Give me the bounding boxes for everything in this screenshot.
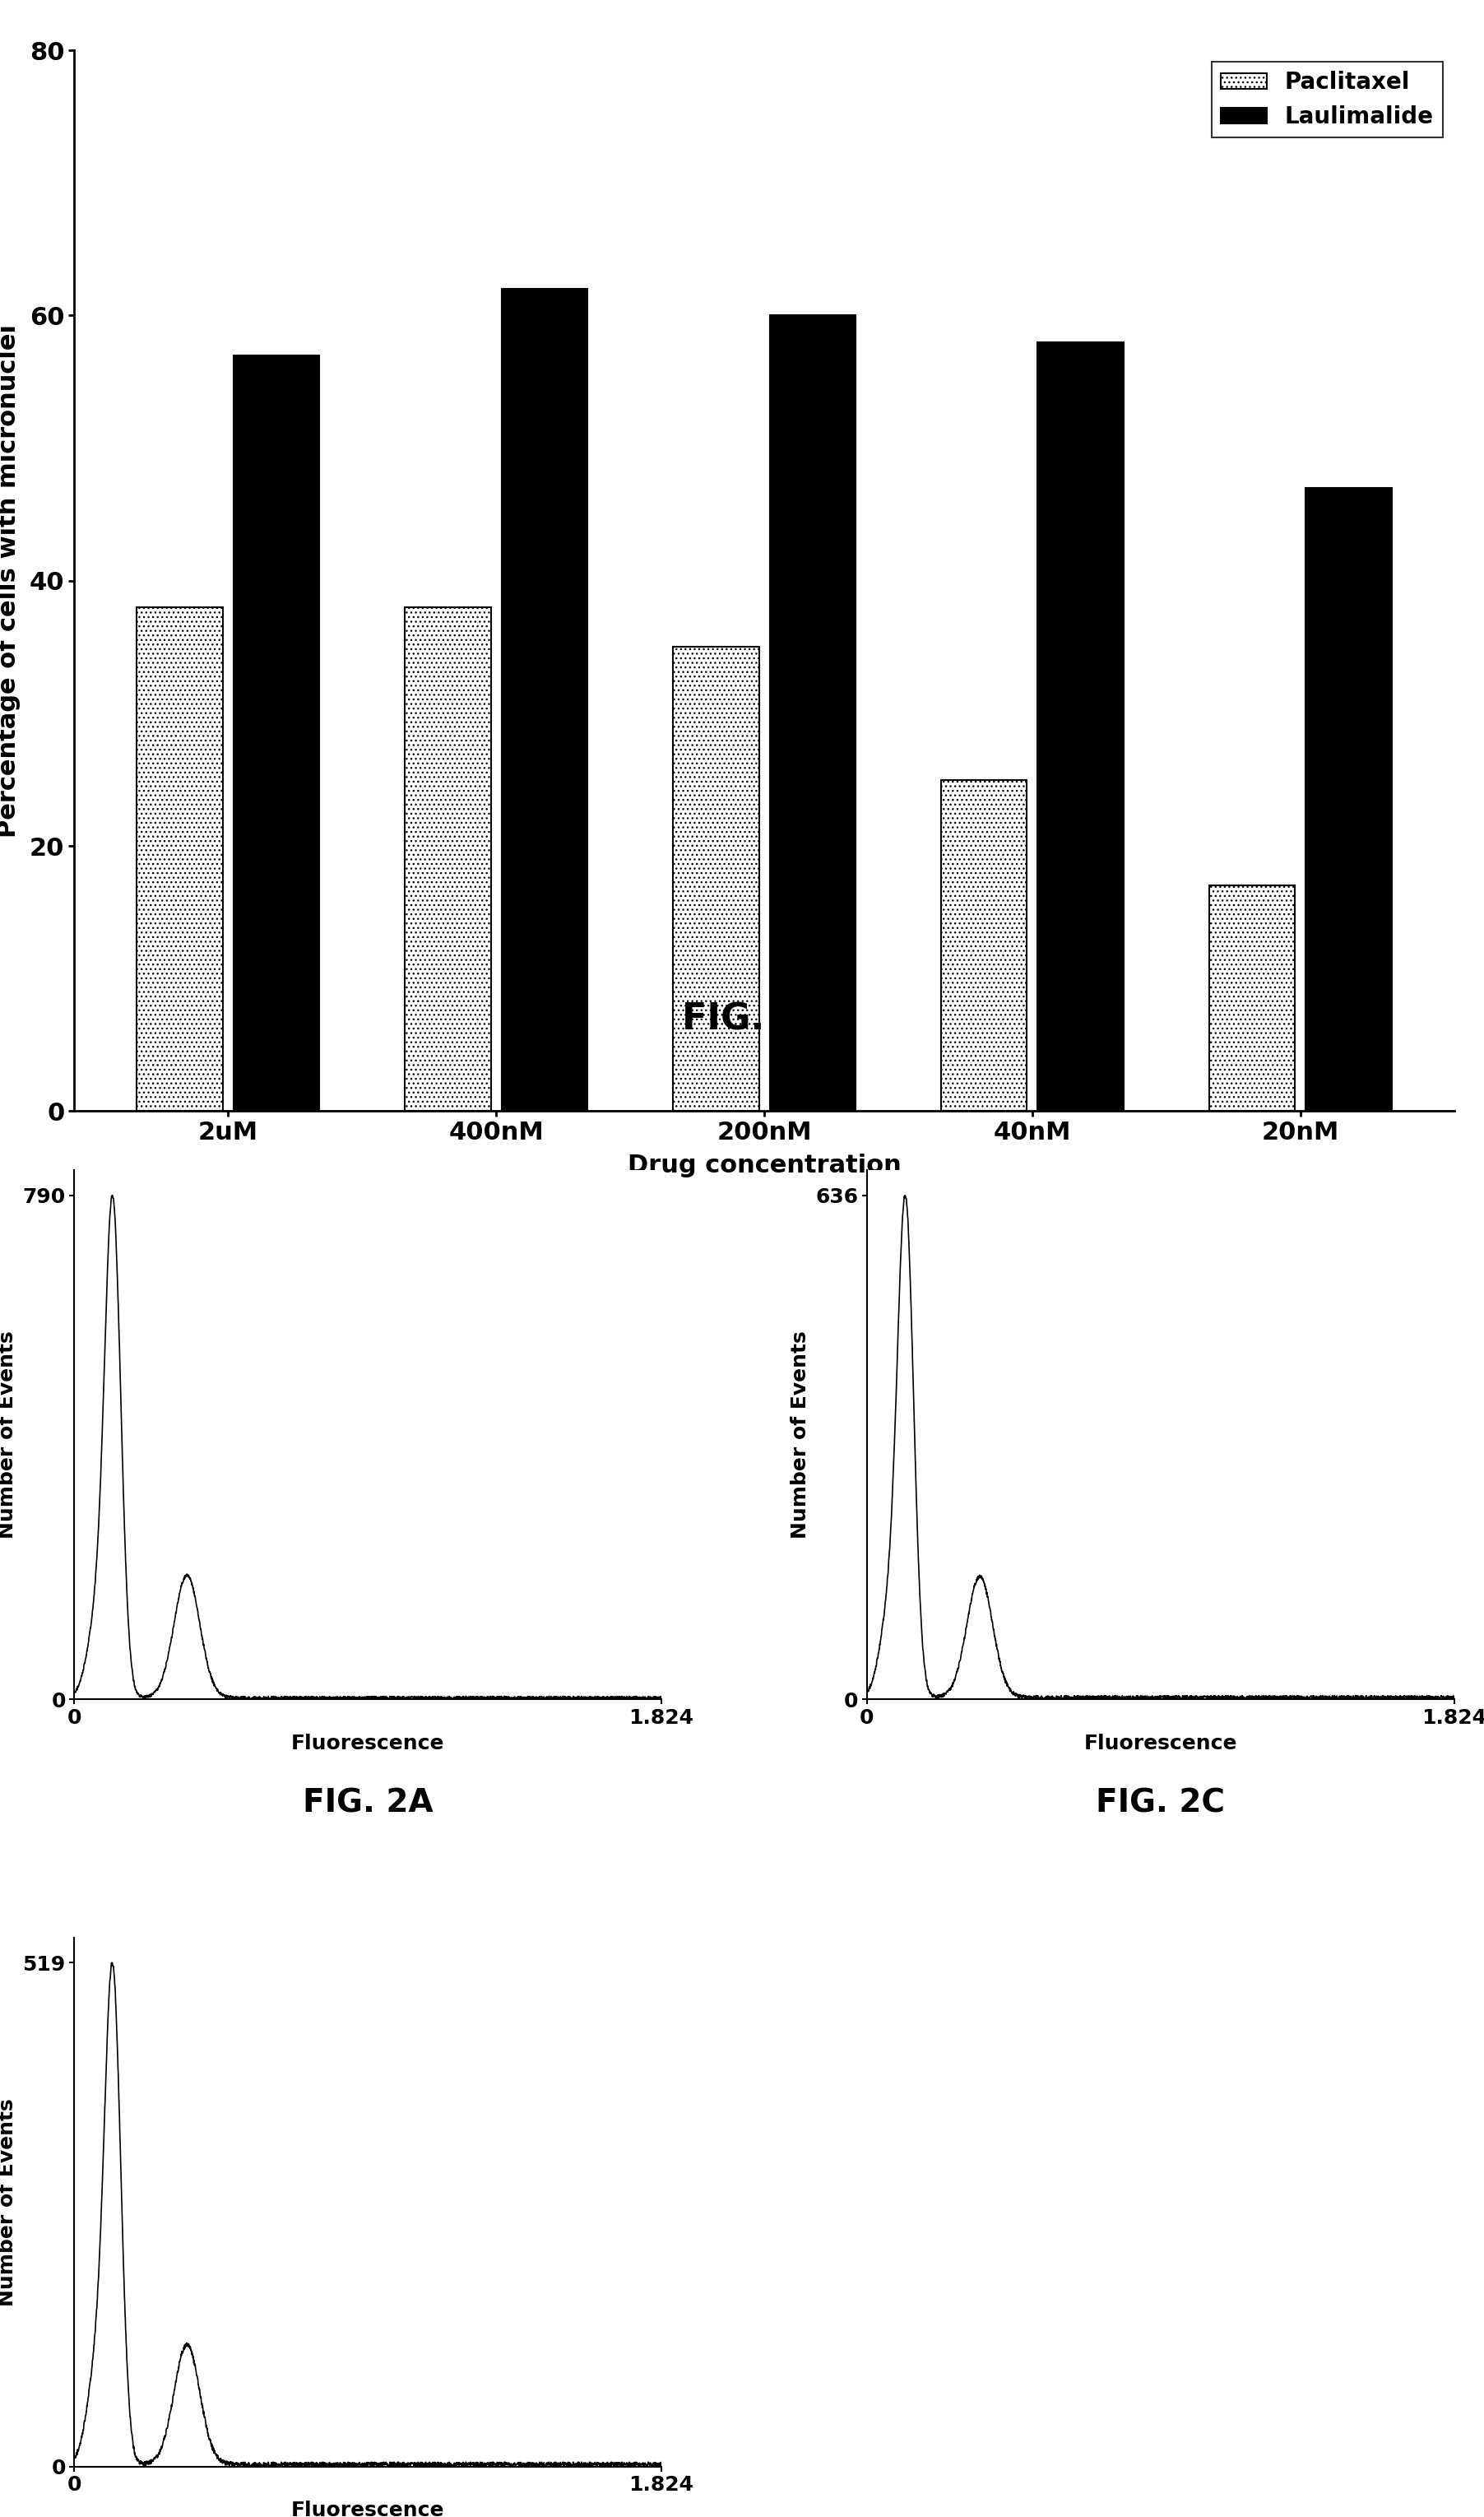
- Text: FIG. 1: FIG. 1: [681, 1002, 803, 1037]
- Y-axis label: Number of Events: Number of Events: [789, 1331, 810, 1538]
- Bar: [502, 289, 588, 1110]
- Text: FIG. 2A: FIG. 2A: [303, 1787, 433, 1820]
- Bar: [941, 780, 1027, 1110]
- Y-axis label: Percentage of cells with micronuclei: Percentage of cells with micronuclei: [0, 325, 21, 838]
- X-axis label: Fluorescence: Fluorescence: [1083, 1734, 1238, 1752]
- Bar: [770, 315, 855, 1110]
- Legend: Paclitaxel, Laulimalide: Paclitaxel, Laulimalide: [1212, 63, 1442, 138]
- Text: FIG. 2C: FIG. 2C: [1097, 1787, 1226, 1820]
- X-axis label: Fluorescence: Fluorescence: [291, 1734, 445, 1752]
- Bar: [405, 607, 491, 1110]
- Bar: [1306, 488, 1392, 1110]
- Y-axis label: Number of Events: Number of Events: [0, 1331, 16, 1538]
- Bar: [674, 647, 758, 1110]
- Bar: [1209, 886, 1296, 1110]
- Bar: [137, 607, 223, 1110]
- Bar: [233, 355, 319, 1110]
- Y-axis label: Number of Events: Number of Events: [0, 2099, 16, 2306]
- X-axis label: Drug concentration: Drug concentration: [628, 1153, 901, 1178]
- Bar: [1037, 342, 1123, 1110]
- X-axis label: Fluorescence: Fluorescence: [291, 2502, 445, 2517]
